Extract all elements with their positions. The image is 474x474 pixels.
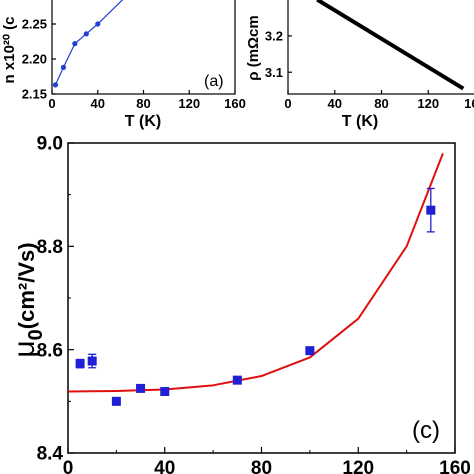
panel-a-data-point-0: [52, 82, 59, 88]
c-x-tick-label-3: 120: [342, 458, 374, 474]
panel-a-x-ticks: 0 40 80 120 160: [48, 90, 246, 111]
b-y-tick-label-1: 3.2: [265, 28, 283, 43]
panel-c-data-point-4: [160, 387, 170, 397]
b-y-tick-label-0: 3.1: [265, 65, 283, 80]
a-x-tick-label-2: 80: [136, 96, 150, 111]
a-y-tick-label-0: 2.15: [22, 87, 47, 102]
b-x-tick-label-2: 80: [374, 96, 388, 111]
panel-b-y-ticks: 3.1 3.2: [265, 28, 292, 80]
panel-c-plot-frame: [67, 142, 456, 454]
c-x-tick-label-0: 0: [63, 458, 74, 474]
panel-c-fit-curve-group: [67, 152, 444, 393]
panel-a-series-line-0: [54, 0, 124, 86]
panel-c-y-ticks: 8.4 8.6 8.8 9.0: [37, 134, 74, 465]
panel-b-series-line-0: [316, 0, 465, 91]
panel-c-x-ticks: 0 40 80 120 160: [63, 447, 471, 474]
panel-b-y-axis-label: ρ (mΩcm: [245, 15, 262, 81]
panel-c-data-point-0: [75, 359, 85, 369]
panel-c-y-axis-sub: 0: [25, 329, 47, 340]
b-x-tick-label-1: 40: [328, 96, 342, 111]
panel-a-series: [52, 0, 124, 88]
panel-b-series: [316, 0, 465, 91]
panel-a-panel-label: (a): [204, 73, 224, 90]
c-x-tick-label-2: 80: [251, 458, 272, 474]
b-x-tick-label-4: 160: [464, 96, 474, 111]
c-y-tick-label-1: 8.6: [37, 340, 63, 361]
a-x-tick-label-4: 160: [224, 96, 246, 111]
panel-a-data-point-2: [72, 41, 78, 47]
b-x-tick-label-3: 120: [417, 96, 439, 111]
c-y-tick-label-3: 9.0: [37, 134, 63, 155]
panel-c-y-axis-label: μ0(cm²/Vs): [8, 242, 47, 357]
panel-a-y-axis-label: n x10²⁰ (c: [1, 17, 18, 84]
panel-a-data-point-3: [83, 31, 89, 37]
panel-c-data-point-2: [111, 396, 121, 406]
panel-b-x-ticks: 0 40 80 120 160: [284, 90, 474, 111]
panel-c-data-point-1: [87, 356, 97, 366]
panel-c-data-points: [75, 187, 436, 406]
panel-c-data-point-5: [232, 375, 242, 385]
panel-c-data-point-3: [136, 383, 146, 393]
panel-a-chart: 0 40 80 120 160 2.15 2.20 2.25 T (K) n x10²⁰ (…: [1, 0, 246, 130]
panel-a-data-point-1: [60, 64, 67, 70]
b-x-tick-label-0: 0: [284, 96, 291, 111]
a-x-tick-label-1: 40: [91, 96, 105, 111]
panel-a-y-ticks: 2.15 2.20 2.25: [22, 17, 56, 102]
panel-c-data-point-7: [426, 205, 436, 215]
a-y-tick-label-1: 2.20: [22, 52, 47, 67]
panel-a-data-point-4: [95, 21, 101, 27]
panel-c-chart: 0 40 80 120 160 8.48.68.89.0 μ0(cm²/Vs) (c): [8, 134, 471, 474]
panel-b-chart: 0 40 80 120 160 3.1 3.2 T (K) ρ (mΩcm: [245, 0, 474, 130]
c-y-tick-label-2: 8.8: [37, 237, 63, 258]
c-x-tick-label-1: 40: [154, 458, 175, 474]
a-y-tick-label-2: 2.25: [22, 17, 47, 32]
c-x-tick-label-4: 160: [439, 458, 471, 474]
panel-c-y-axis-units: (cm²/Vs): [14, 242, 39, 329]
panel-c-data-point-6: [305, 346, 315, 356]
a-x-tick-label-3: 120: [178, 96, 200, 111]
panel-c-panel-label: (c): [412, 417, 440, 444]
a-x-tick-label-0: 0: [48, 96, 55, 111]
c-y-tick-label-0: 8.4: [37, 444, 64, 465]
panel-a-x-axis-label: T (K): [125, 113, 161, 130]
panel-b-x-axis-label: T (K): [342, 113, 378, 130]
panel-c-y-axis-mu: μ: [8, 340, 41, 357]
panel-c-fit-curve: [67, 152, 444, 393]
